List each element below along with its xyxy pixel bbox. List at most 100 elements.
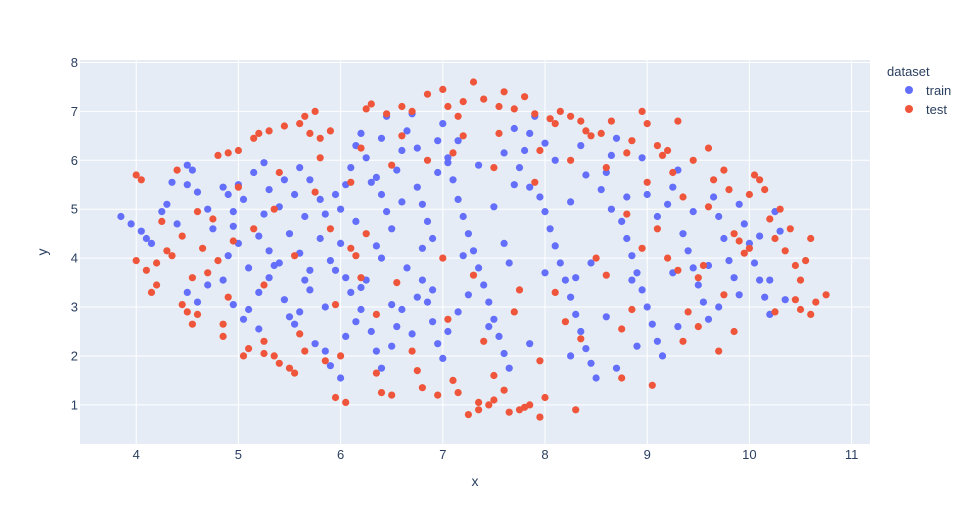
point-train[interactable] <box>541 269 549 277</box>
point-test[interactable] <box>551 288 559 296</box>
point-train[interactable] <box>398 198 406 206</box>
point-train[interactable] <box>628 252 636 260</box>
point-test[interactable] <box>188 274 196 282</box>
point-train[interactable] <box>393 166 401 174</box>
point-train[interactable] <box>342 274 350 282</box>
point-test[interactable] <box>500 386 508 394</box>
point-train[interactable] <box>434 137 442 145</box>
point-test[interactable] <box>245 345 253 353</box>
point-train[interactable] <box>372 242 380 250</box>
point-train[interactable] <box>260 210 268 218</box>
point-train[interactable] <box>612 364 621 372</box>
point-test[interactable] <box>658 151 667 159</box>
point-test[interactable] <box>275 359 283 367</box>
legend-item-train[interactable]: train <box>905 83 951 98</box>
point-train[interactable] <box>572 310 580 318</box>
point-test[interactable] <box>490 164 498 172</box>
point-train[interactable] <box>429 318 437 326</box>
point-train[interactable] <box>551 156 559 164</box>
point-test[interactable] <box>582 127 590 135</box>
point-train[interactable] <box>536 193 544 201</box>
point-train[interactable] <box>280 176 288 184</box>
point-train[interactable] <box>485 323 493 331</box>
point-test[interactable] <box>158 217 166 225</box>
point-train[interactable] <box>265 274 273 282</box>
point-train[interactable] <box>444 154 452 162</box>
point-test[interactable] <box>449 376 457 384</box>
point-test[interactable] <box>383 110 391 118</box>
point-test[interactable] <box>362 230 370 238</box>
point-train[interactable] <box>439 120 447 128</box>
point-test[interactable] <box>270 352 278 360</box>
point-test[interactable] <box>464 411 472 419</box>
point-test[interactable] <box>807 310 815 318</box>
point-test[interactable] <box>756 176 764 184</box>
point-train[interactable] <box>694 281 702 289</box>
point-train[interactable] <box>633 342 641 350</box>
point-train[interactable] <box>280 296 288 304</box>
point-train[interactable] <box>142 234 150 243</box>
point-test[interactable] <box>459 98 467 106</box>
point-train[interactable] <box>224 252 232 260</box>
point-train[interactable] <box>311 340 319 348</box>
point-train[interactable] <box>245 305 253 314</box>
point-test[interactable] <box>132 257 140 265</box>
point-train[interactable] <box>388 225 396 233</box>
point-test[interactable] <box>296 330 304 338</box>
point-test[interactable] <box>214 151 222 159</box>
point-test[interactable] <box>480 337 488 345</box>
point-test[interactable] <box>766 215 774 223</box>
point-test[interactable] <box>178 232 186 240</box>
point-train[interactable] <box>429 286 437 294</box>
point-test[interactable] <box>301 347 309 355</box>
point-test[interactable] <box>367 100 375 108</box>
point-test[interactable] <box>536 357 544 365</box>
point-test[interactable] <box>577 335 585 343</box>
point-train[interactable] <box>567 293 575 301</box>
point-train[interactable] <box>725 257 733 265</box>
point-test[interactable] <box>393 279 401 287</box>
point-train[interactable] <box>638 286 646 294</box>
point-test[interactable] <box>791 261 800 270</box>
point-test[interactable] <box>260 349 268 358</box>
point-train[interactable] <box>526 183 534 191</box>
point-test[interactable] <box>648 381 656 389</box>
point-test[interactable] <box>531 178 539 186</box>
point-train[interactable] <box>664 200 672 208</box>
point-train[interactable] <box>193 188 202 196</box>
point-test[interactable] <box>301 112 309 120</box>
point-train[interactable] <box>653 337 662 345</box>
point-train[interactable] <box>183 181 191 189</box>
point-test[interactable] <box>224 149 232 157</box>
point-test[interactable] <box>720 291 728 299</box>
point-train[interactable] <box>689 208 697 216</box>
point-test[interactable] <box>347 244 355 252</box>
point-train[interactable] <box>413 293 421 301</box>
point-test[interactable] <box>689 156 697 164</box>
point-train[interactable] <box>337 205 345 213</box>
point-test[interactable] <box>699 261 708 270</box>
point-train[interactable] <box>408 330 416 338</box>
point-test[interactable] <box>408 347 416 355</box>
point-test[interactable] <box>193 310 202 318</box>
point-test[interactable] <box>592 254 600 262</box>
point-train[interactable] <box>776 227 784 235</box>
point-train[interactable] <box>633 269 641 277</box>
point-test[interactable] <box>704 203 713 211</box>
point-test[interactable] <box>802 257 810 265</box>
point-train[interactable] <box>469 247 478 255</box>
point-test[interactable] <box>291 369 299 377</box>
point-test[interactable] <box>321 357 329 365</box>
point-train[interactable] <box>607 151 616 159</box>
point-train[interactable] <box>383 208 391 216</box>
point-train[interactable] <box>761 293 769 301</box>
point-test[interactable] <box>316 154 324 162</box>
point-test[interactable] <box>510 308 518 316</box>
point-test[interactable] <box>674 266 682 274</box>
point-train[interactable] <box>577 142 585 150</box>
point-train[interactable] <box>781 296 789 304</box>
point-train[interactable] <box>377 254 386 262</box>
point-train[interactable] <box>250 168 258 177</box>
point-test[interactable] <box>193 208 202 216</box>
point-test[interactable] <box>260 281 268 289</box>
